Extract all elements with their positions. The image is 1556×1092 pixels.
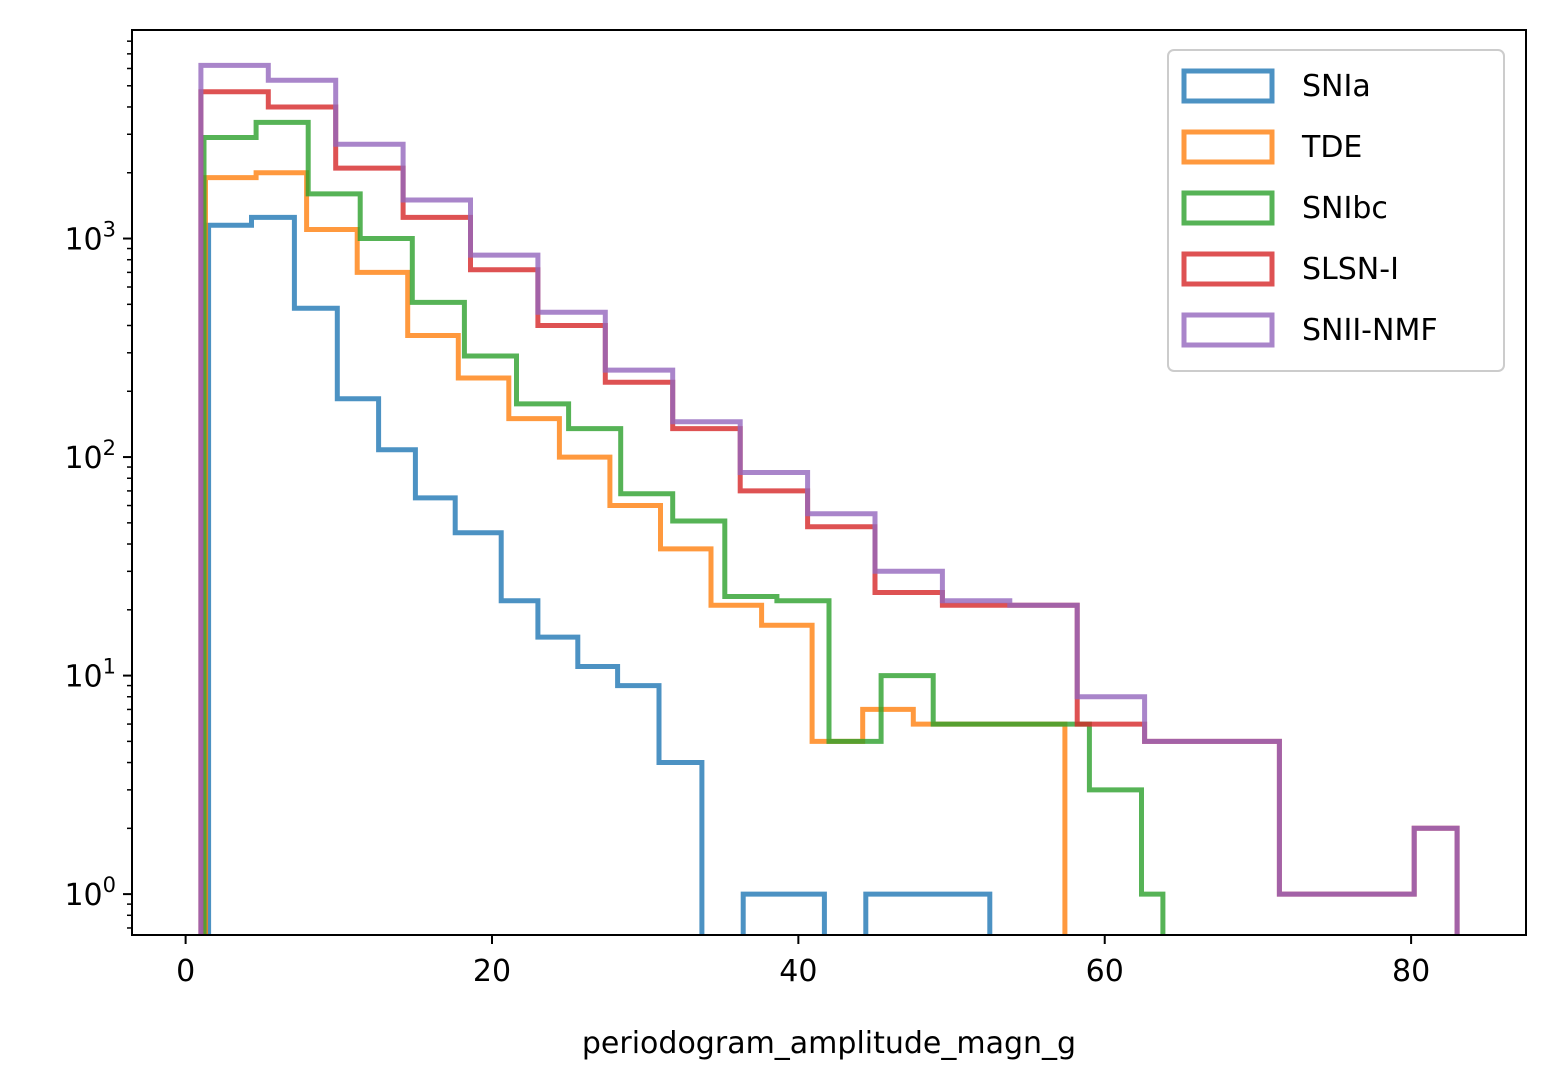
legend-swatch xyxy=(1181,312,1275,348)
series-step-snii-nmf xyxy=(198,62,1460,935)
y-tick-label: 101 xyxy=(64,655,116,695)
legend-label: SNIbc xyxy=(1302,191,1388,226)
x-axis-label: periodogram_amplitude_magn_g xyxy=(582,1026,1076,1061)
x-tick-label: 60 xyxy=(1086,954,1124,989)
legend-label: SNII-NMF xyxy=(1302,313,1438,348)
x-tick-label: 0 xyxy=(176,954,195,989)
legend-label: SNIa xyxy=(1302,69,1371,104)
y-ticks: 100 101 102 103 xyxy=(64,40,132,929)
y-tick-label: 102 xyxy=(64,436,116,476)
legend-label: SLSN-I xyxy=(1302,252,1399,287)
series-step-tde xyxy=(203,170,1068,935)
legend: SNIa TDE SNIbc SLSN-I SNII-NMF xyxy=(1167,49,1505,372)
legend-swatch xyxy=(1181,68,1275,104)
y-tick-label: 100 xyxy=(64,873,116,913)
legend-label: TDE xyxy=(1301,130,1362,165)
legend-swatch xyxy=(1181,129,1275,165)
y-tick-label: 103 xyxy=(64,218,116,258)
series-step-snia xyxy=(206,214,993,935)
axes-frame xyxy=(131,29,1527,936)
x-tick-label: 80 xyxy=(1392,954,1430,989)
legend-swatch xyxy=(1181,190,1275,226)
x-tick-label: 40 xyxy=(779,954,817,989)
legend-swatch xyxy=(1181,251,1275,287)
x-tick-label: 20 xyxy=(473,954,511,989)
x-ticks: 0 20 40 60 80 xyxy=(176,935,1430,989)
series-layer xyxy=(198,62,1460,935)
series-step-snibc xyxy=(201,119,1166,935)
